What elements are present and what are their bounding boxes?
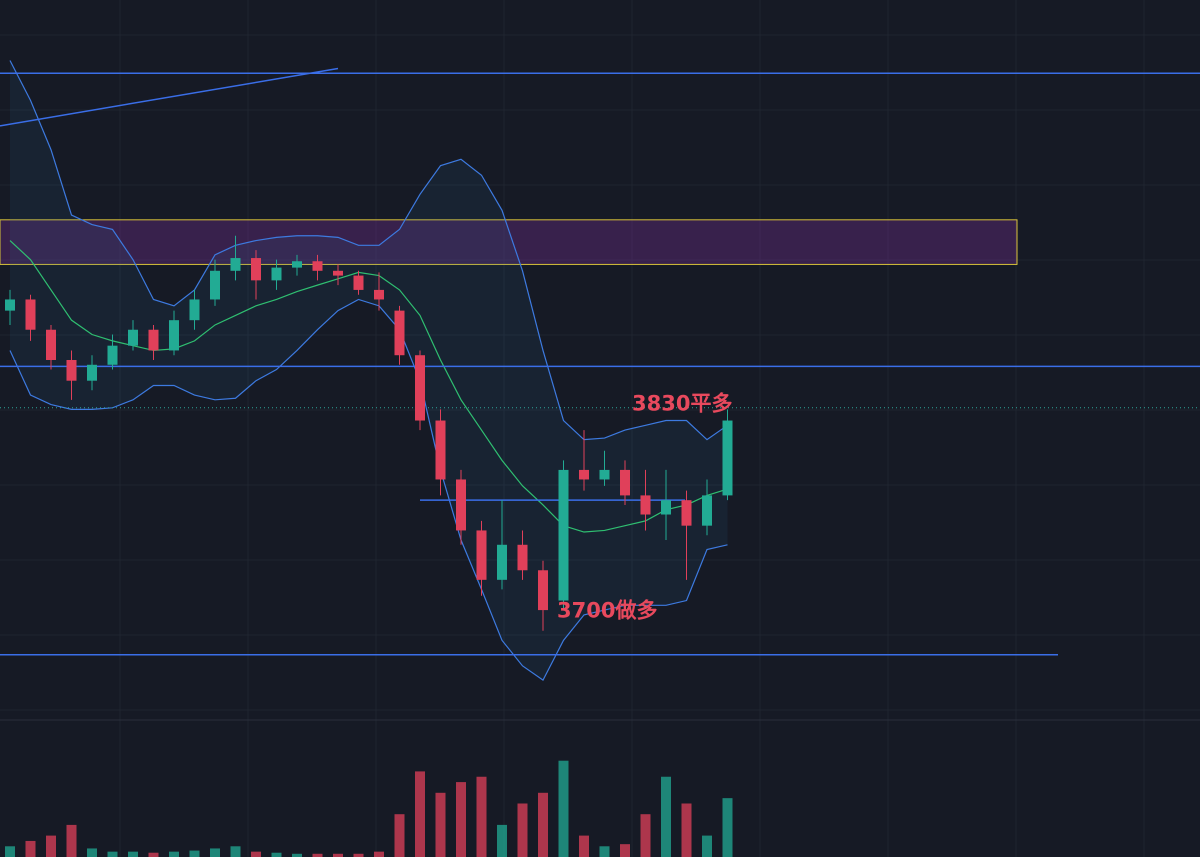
zone [0,219,1018,265]
candle-body [251,258,261,281]
volume-bar [579,835,589,857]
volume-bar [210,848,220,857]
candle-body [456,479,466,531]
candle-body [128,329,138,346]
band-lower [9,298,728,682]
candle-body [702,495,712,526]
candle-body [25,299,36,330]
candle-body [148,329,159,351]
volume-bar [5,846,15,857]
volume-bar [722,798,733,857]
candle-body [312,261,323,271]
candle-body [271,267,282,281]
volume-bar [292,853,302,857]
annotation: 3700做多 [557,599,657,623]
candle-body [333,270,343,276]
candle-body [599,469,610,480]
candle-body [476,530,487,580]
candle-body [169,320,179,351]
band-fill [10,60,728,681]
volume-bar [87,848,97,857]
volume-bar [353,853,364,857]
volume-bar [251,851,261,857]
candle-body [415,355,425,421]
volume-bar [538,792,548,857]
candle-body [87,364,97,381]
volume-bar [497,824,507,857]
candle-body [353,275,364,290]
volume-bar [230,846,241,857]
volume-bar [599,846,610,857]
candle-body [640,495,651,515]
volume-bar [271,852,282,857]
candle-body [292,261,302,268]
candle-body [107,345,118,365]
candle-body [722,420,733,496]
volume-bar [415,771,425,857]
candle-body [435,420,446,480]
volume-bar [476,776,487,857]
candle-body [681,500,692,526]
volume-bar [128,851,138,857]
candle-body [538,570,548,611]
volume-bar [189,850,200,857]
trendline [0,67,339,127]
volume-bar [148,852,159,857]
candle-body [46,329,56,360]
candle-body [66,360,77,381]
candle-body [620,469,630,496]
volume-bar [66,824,77,857]
candle-body [210,270,220,300]
volume-bar [333,853,343,857]
candle-body [661,500,671,515]
volume-bar [661,776,671,857]
candle-body [374,289,384,300]
volume-bar [169,851,179,857]
volume-bar [374,851,384,857]
volume-bar [558,760,569,857]
volume-bar [640,814,651,857]
volume-bar [702,835,712,857]
annotation: 3830平多 [632,392,732,416]
candle-body [394,310,405,356]
candle-body [5,299,15,311]
volume-bar [107,851,118,857]
candle-body [517,544,528,571]
volume-bar [620,844,630,857]
volume-bar [394,814,405,857]
candle-body [579,469,589,480]
volume-bar [456,782,466,857]
volume-bar [312,853,323,857]
volume-bar [517,803,528,857]
volume-bar [435,792,446,857]
candle-body [189,299,200,321]
candle-body [230,258,241,271]
volume-bar [681,803,692,857]
band-upper [9,60,728,441]
candle-body [497,544,507,580]
volume-bar [25,840,36,857]
volume-bar [46,835,56,857]
candle-body [558,469,569,601]
